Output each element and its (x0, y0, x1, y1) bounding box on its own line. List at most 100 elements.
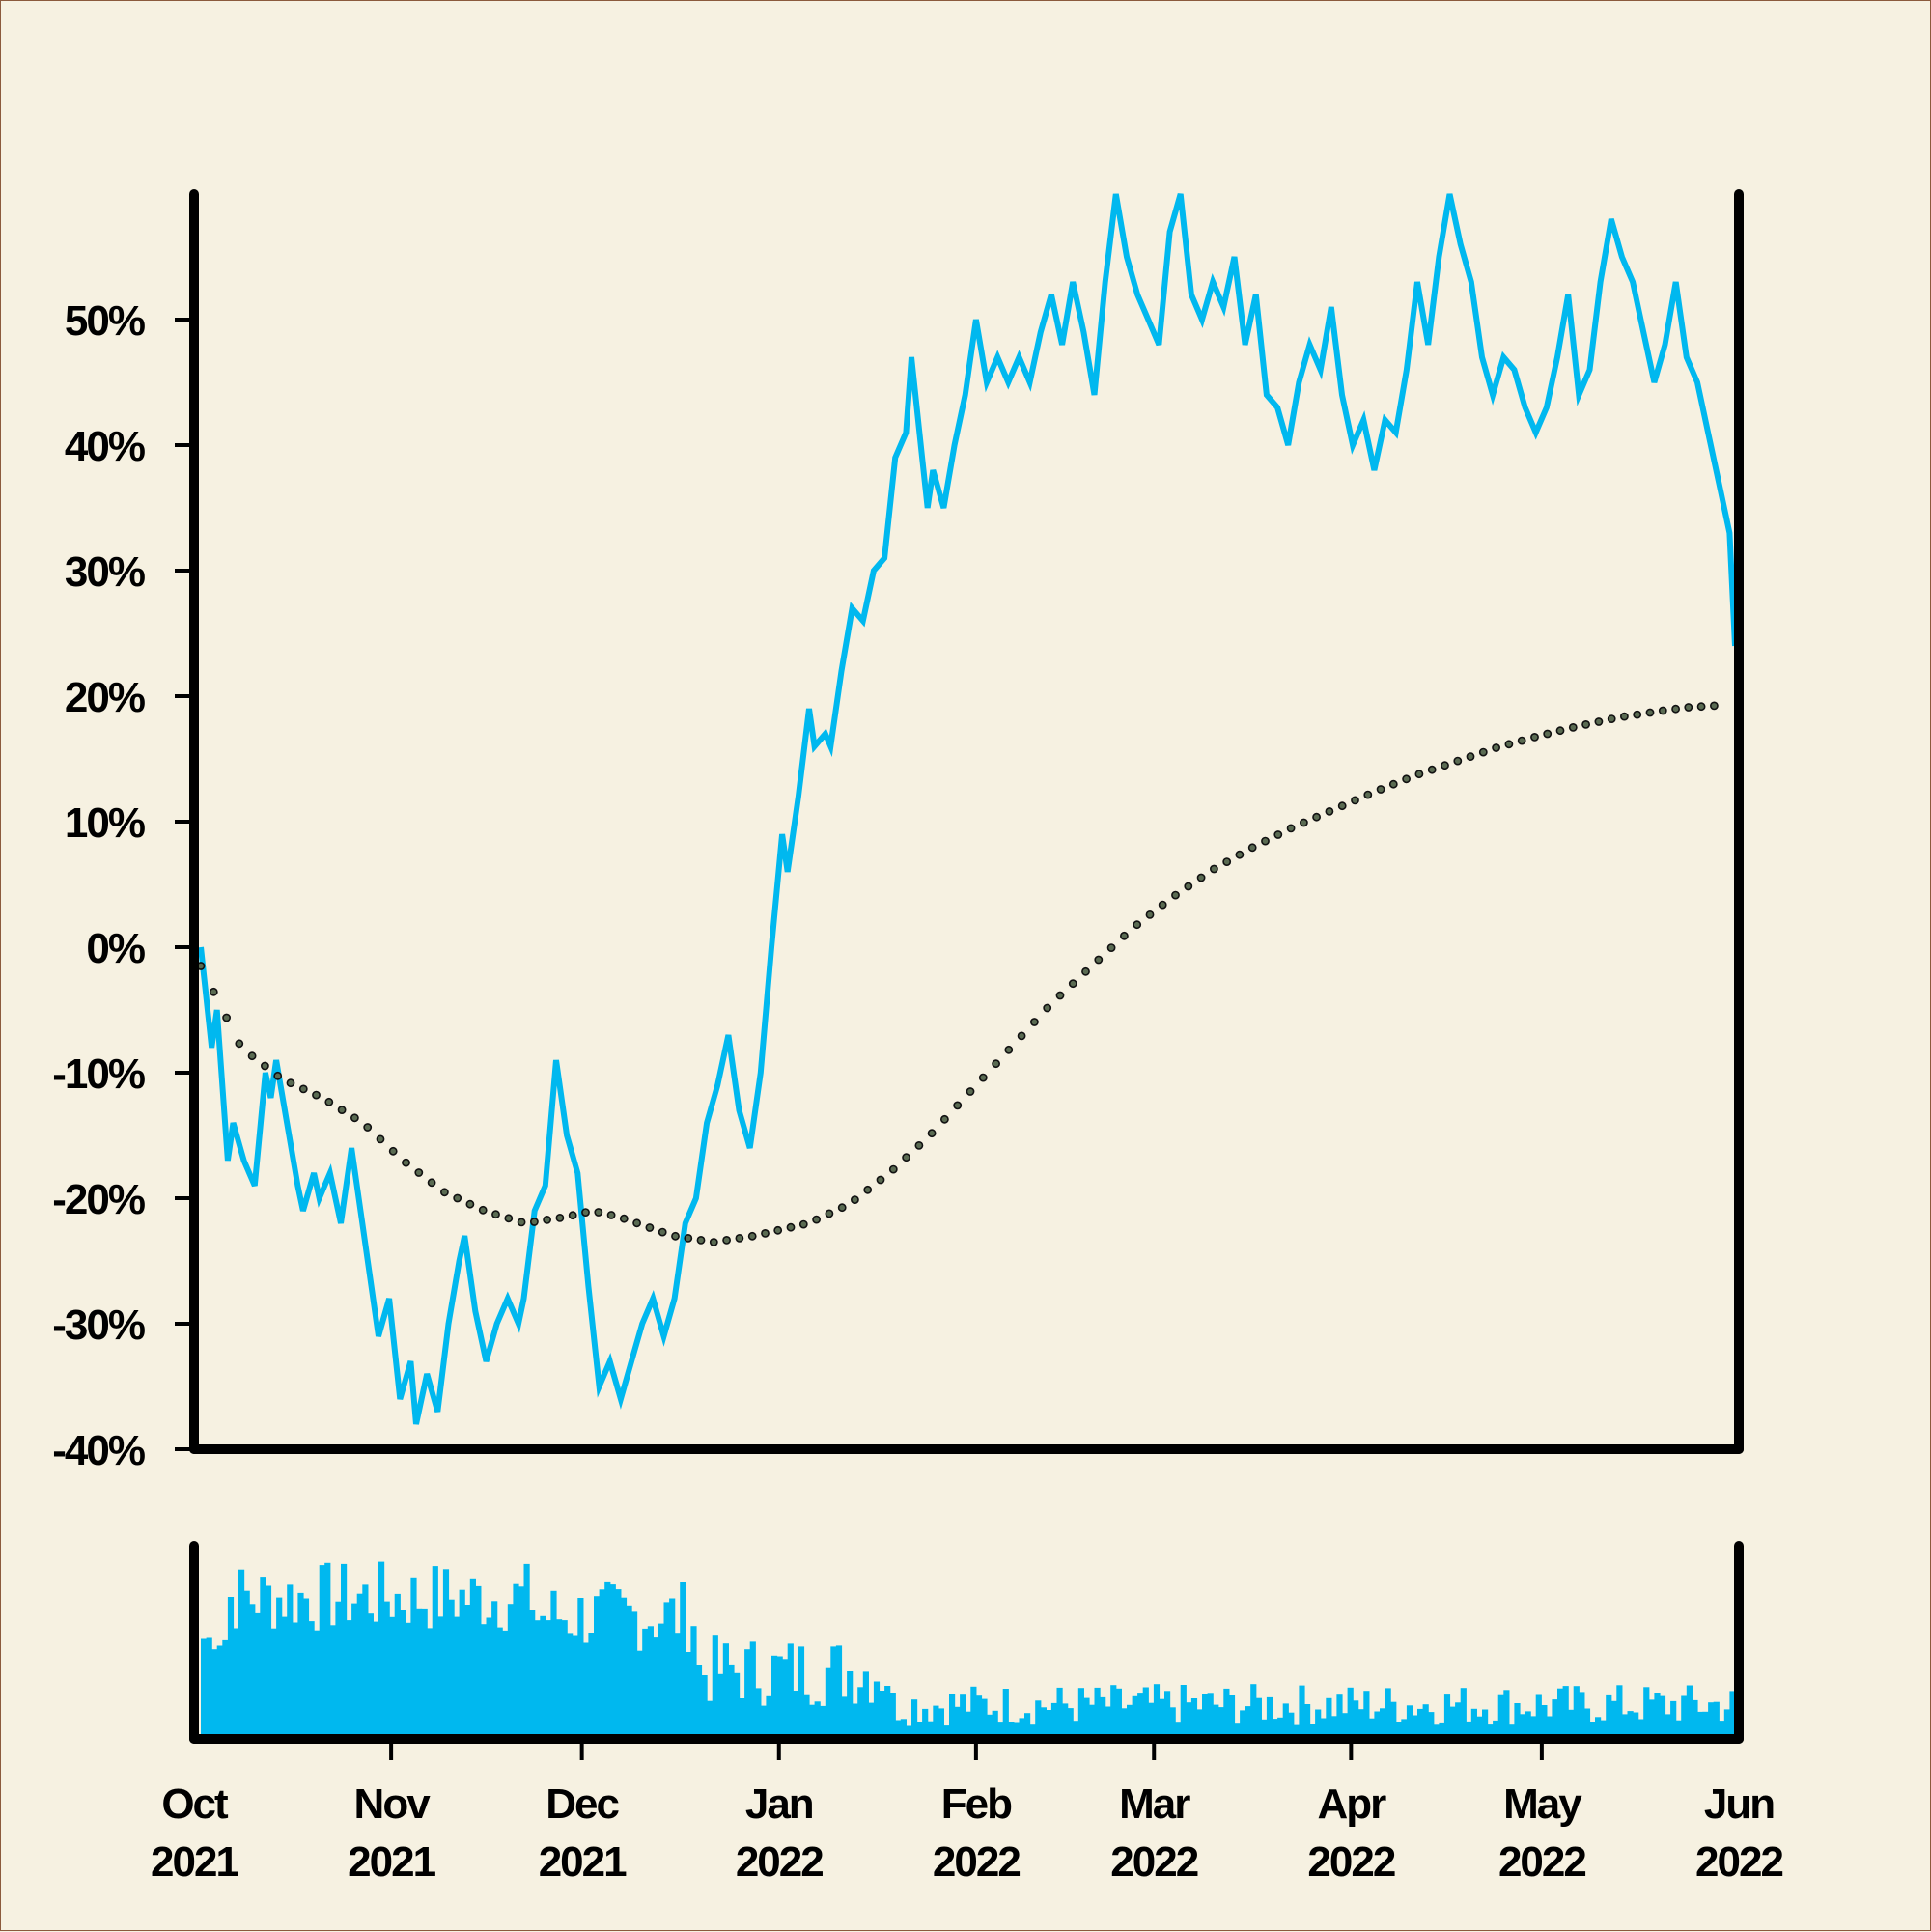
moving-average-dot (543, 1216, 551, 1224)
volume-bar (1073, 1721, 1079, 1735)
volume-bar (1633, 1712, 1639, 1735)
volume-bar (421, 1608, 428, 1735)
volume-bar (809, 1704, 816, 1735)
volume-bar (1385, 1688, 1391, 1735)
moving-average-dot (1402, 774, 1411, 784)
volume-bar (1062, 1703, 1069, 1735)
volume-bar (1342, 1713, 1349, 1735)
moving-average-dot (747, 1231, 757, 1241)
volume-bar (1503, 1690, 1510, 1735)
volume-bar (1697, 1711, 1704, 1735)
volume-bar (1207, 1693, 1214, 1735)
moving-average-dot (722, 1236, 731, 1245)
volume-bar (1196, 1709, 1203, 1735)
volume-bar (254, 1612, 261, 1735)
moving-average-dot (696, 1236, 706, 1245)
moving-average-dot (1517, 736, 1526, 745)
volume-bar (862, 1671, 869, 1735)
y-tick-label: 40% (65, 423, 145, 470)
volume-bar (1525, 1711, 1531, 1735)
moving-average-dot (1081, 966, 1090, 976)
volume-bar (906, 1725, 912, 1735)
moving-average-dot (606, 1211, 616, 1219)
moving-average-dot (837, 1203, 847, 1213)
moving-average-dot (1286, 824, 1296, 833)
volume-bar (787, 1643, 794, 1735)
volume-bar (938, 1708, 944, 1735)
volume-bar (529, 1610, 536, 1735)
volume-panel: Oct 2021 Nov 2021 Dec 2021 Jan 2022 Feb 2022 Mar 20… (151, 1541, 1784, 1886)
volume-bar (292, 1622, 298, 1735)
y-tick-label: 50% (65, 297, 145, 345)
moving-average-dot (1222, 857, 1232, 866)
volume-bar (1357, 1709, 1364, 1735)
volume-bar (1541, 1705, 1548, 1735)
volume-bar (1186, 1702, 1192, 1735)
moving-average-dot (1300, 818, 1308, 827)
moving-average-dot (619, 1214, 629, 1223)
moving-average-dot (350, 1113, 359, 1123)
volume-bar (615, 1589, 622, 1735)
x-tick-year-label: 2022 (1498, 1838, 1585, 1886)
volume-bar (814, 1701, 821, 1735)
volume-bar (949, 1694, 956, 1735)
volume-bar (1368, 1718, 1376, 1735)
moving-average-dot (414, 1168, 424, 1177)
volume-bar (410, 1577, 417, 1735)
volume-bar (233, 1628, 239, 1735)
x-tick-month-label: Dec (546, 1780, 619, 1828)
volume-bar (604, 1581, 611, 1735)
volume-bar (1583, 1708, 1591, 1735)
x-tick-month-label: Feb (941, 1780, 1012, 1828)
moving-average-dot (1543, 729, 1553, 739)
moving-average-dot (517, 1218, 526, 1227)
volume-bar (1153, 1684, 1161, 1735)
volume-bar (1493, 1720, 1499, 1735)
volume-bar (734, 1672, 741, 1735)
volume-bar (873, 1681, 881, 1735)
moving-average-dot (1158, 900, 1167, 910)
moving-average-dot (209, 987, 218, 996)
y-tick-label: 10% (65, 799, 145, 847)
moving-average-dot (1030, 1018, 1039, 1026)
x-tick-month-label: Jun (1704, 1780, 1774, 1828)
volume-bar (647, 1626, 654, 1735)
moving-average-dot (1210, 864, 1218, 874)
volume-bar (394, 1593, 401, 1735)
volume-bar (1110, 1685, 1117, 1735)
volume-bar (916, 1722, 923, 1735)
volume-bar (362, 1584, 369, 1735)
x-tick-year-label: 2022 (1695, 1838, 1782, 1886)
volume-bar (319, 1565, 325, 1735)
volume-bar (1616, 1685, 1623, 1735)
volume-bar (1702, 1711, 1709, 1735)
moving-average-dot (1671, 704, 1680, 714)
volume-bar (1406, 1705, 1413, 1735)
volume-bar (1675, 1720, 1682, 1735)
volume-bar (502, 1630, 509, 1735)
volume-bar (341, 1563, 348, 1735)
volume-bar (454, 1616, 461, 1735)
volume-bar (383, 1601, 390, 1735)
volume-bar (469, 1578, 476, 1735)
volume-bar (1470, 1708, 1477, 1735)
moving-average-dot (388, 1146, 398, 1156)
volume-bar (523, 1563, 530, 1735)
volume-bar (868, 1702, 875, 1735)
volume-bar (1132, 1695, 1138, 1735)
moving-average-dot (1184, 882, 1193, 891)
volume-bar (835, 1645, 843, 1735)
x-tick-month-label: Nov (354, 1780, 432, 1828)
volume-bars-layer (201, 1561, 1736, 1735)
volume-bar (1530, 1716, 1537, 1735)
volume-bar (889, 1693, 896, 1735)
volume-bar (276, 1597, 283, 1735)
volume-bar (739, 1698, 745, 1735)
volume-bar (1455, 1702, 1462, 1735)
volume-bar (900, 1719, 907, 1735)
volume-bar (1568, 1709, 1575, 1735)
volume-bar (475, 1585, 482, 1735)
moving-average-dot (1261, 836, 1270, 846)
volume-bar (1535, 1694, 1542, 1735)
moving-average-dot (594, 1208, 603, 1217)
